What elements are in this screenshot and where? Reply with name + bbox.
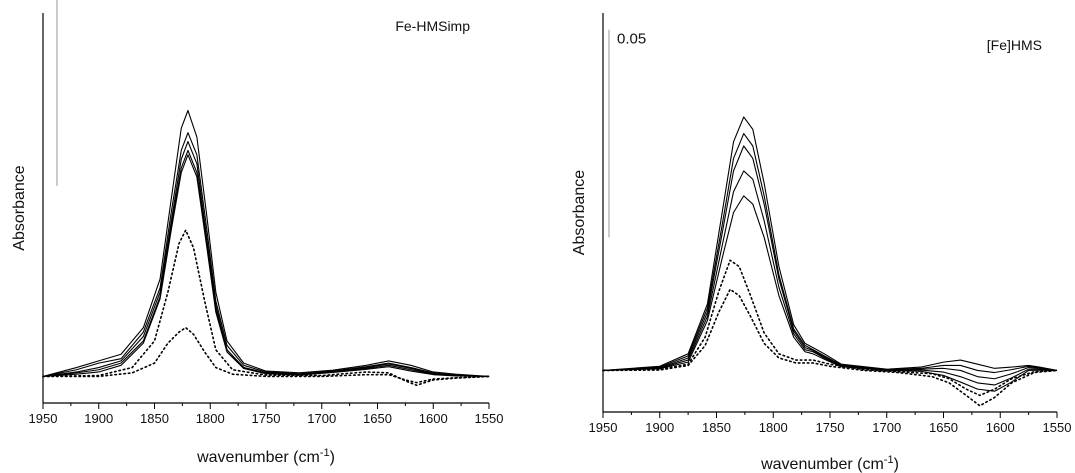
x-tick-label: 1600 (986, 420, 1015, 435)
x-tick-label: 1850 (140, 411, 169, 426)
axes-frame (602, 13, 1057, 413)
y-axis-label: Absorbance (11, 165, 28, 250)
x-tick-label: 1850 (702, 420, 731, 435)
solid-series-line (42, 132, 490, 377)
x-tick-label: 1600 (419, 411, 448, 426)
solid-series-line (42, 109, 490, 377)
dotted-series-line (602, 259, 1058, 397)
solid-series-line (42, 149, 490, 377)
x-axis-label-unit-exponent: -1 (884, 454, 894, 466)
x-tick-label: 1750 (252, 411, 281, 426)
x-tick-label: 1650 (363, 411, 392, 426)
dotted-series-line (42, 326, 490, 384)
scale-bar: 0.05 (608, 29, 646, 238)
axes-frame (42, 13, 489, 404)
series-group (602, 116, 1058, 407)
solid-series-line (42, 154, 490, 377)
x-axis-label-unit-exponent: -1 (320, 447, 330, 459)
scale-bar: 0.05 (56, 0, 58, 186)
x-axis-label-main: wavenumber (cm (760, 456, 884, 473)
x-axis-label: wavenumber (cm-1) (196, 447, 335, 466)
scale-bar-label: 0.05 (617, 31, 646, 48)
panel-fe-hmsimp: 1950 1900 1850 1800 1750 1700 1650 1600 1550 0.0… (11, 0, 503, 466)
x-tick-label: 1700 (872, 420, 901, 435)
x-tick-label: 1950 (29, 411, 58, 426)
y-axis-label: Absorbance (571, 170, 588, 255)
solid-series-line (602, 132, 1058, 374)
x-ticks: 1950 1900 1850 1800 1750 1700 1650 1600 1550 (589, 412, 1072, 435)
x-tick-label: 1800 (196, 411, 225, 426)
dotted-series-line (602, 288, 1058, 407)
panel-title: [Fe]HMS (987, 37, 1042, 53)
x-tick-label: 1950 (589, 420, 618, 435)
x-tick-label: 1650 (929, 420, 958, 435)
x-axis-label-close: ) (894, 456, 899, 473)
solid-series-line (602, 170, 1058, 386)
dotted-series-line (42, 229, 490, 387)
series-group (42, 109, 490, 387)
panel-title: Fe-HMSimp (395, 18, 470, 34)
solid-series-line (602, 116, 1058, 371)
x-axis-label-close: ) (330, 449, 335, 466)
x-axis-label: wavenumber (cm-1) (760, 454, 899, 473)
x-tick-label: 1750 (816, 420, 845, 435)
x-tick-label: 1550 (1043, 420, 1072, 435)
x-tick-label: 1900 (84, 411, 113, 426)
x-axis-label-main: wavenumber (cm (196, 449, 320, 466)
solid-series-line (602, 145, 1058, 380)
solid-series-line (602, 195, 1058, 392)
x-tick-label: 1700 (307, 411, 336, 426)
x-tick-label: 1900 (645, 420, 674, 435)
x-tick-label: 1800 (759, 420, 788, 435)
x-tick-label: 1550 (475, 411, 504, 426)
x-ticks: 1950 1900 1850 1800 1750 1700 1650 1600 1550 (29, 403, 504, 426)
solid-series-line (42, 140, 490, 377)
panel-fe-hms: 1950 1900 1850 1800 1750 1700 1650 1600 1550 0.0… (571, 13, 1071, 473)
